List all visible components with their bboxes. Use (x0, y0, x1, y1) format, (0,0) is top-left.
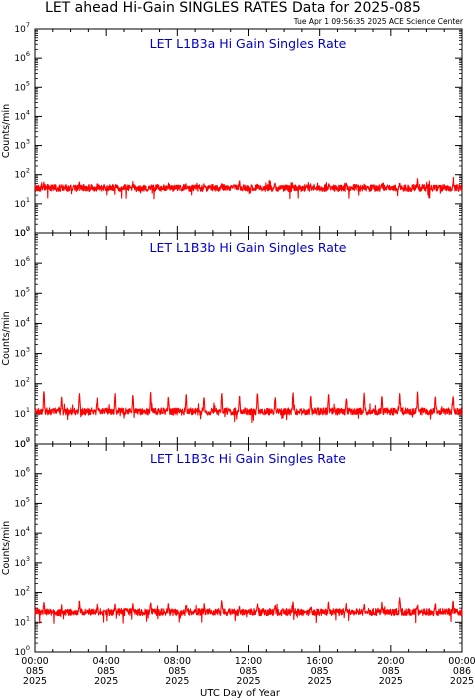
y-tick-exponent: 0 (26, 436, 30, 444)
y-tick-label: 103 (14, 138, 30, 152)
y-tick-label: 106 (14, 466, 30, 480)
y-tick-exponent: 0 (26, 225, 30, 233)
y-tick-label: 101 (14, 196, 30, 210)
y-tick-exponent: 5 (26, 285, 30, 293)
x-tick-label-day: 085 (97, 666, 115, 677)
x-tick-label-day: 085 (382, 666, 400, 677)
x-tick-label-year: 2025 (379, 676, 403, 687)
y-tick-exponent: 4 (26, 108, 30, 116)
y-tick-label: 107 (14, 21, 30, 35)
x-tick-label-year: 2025 (94, 676, 118, 687)
x-axis-title: UTC Day of Year (200, 688, 281, 699)
x-tick-label-year: 2025 (308, 676, 332, 687)
y-tick-label: 107 (14, 436, 30, 450)
x-tick-label-time: 16:00 (306, 656, 333, 667)
x-axis: 00:00085202504:00085202508:00085202512:0… (21, 656, 475, 687)
plot-frame (34, 443, 463, 653)
y-tick-exponent: 6 (26, 466, 30, 474)
x-tick-label-time: 00:00 (21, 656, 48, 667)
y-tick-exponent: 0 (26, 644, 30, 652)
panel-title: LET L1B3b Hi Gain Singles Rate (150, 240, 347, 255)
y-tick-exponent: 3 (26, 138, 30, 146)
y-tick-label: 104 (14, 108, 30, 122)
y-tick-label: 102 (14, 376, 30, 390)
series-line (34, 176, 463, 200)
x-tick-label-day: 085 (239, 666, 257, 677)
x-tick-label-year: 2025 (450, 676, 474, 687)
y-tick-label: 104 (14, 525, 30, 539)
plot-frame (34, 28, 463, 234)
x-tick-label-day: 086 (453, 666, 471, 677)
y-tick-exponent: 7 (26, 436, 30, 444)
y-tick-label: 101 (14, 406, 30, 420)
y-tick-exponent: 5 (26, 495, 30, 503)
y-tick-exponent: 1 (26, 614, 30, 622)
y-tick-exponent: 1 (26, 406, 30, 414)
y-tick-label: 102 (14, 585, 30, 599)
series-line (34, 391, 463, 424)
y-tick-label: 105 (14, 495, 30, 509)
x-tick-label-day: 085 (311, 666, 329, 677)
series-line (34, 597, 463, 624)
panel-title: LET L1B3c Hi Gain Singles Rate (150, 451, 346, 466)
y-tick-exponent: 7 (26, 21, 30, 29)
y-tick-label: 106 (14, 255, 30, 269)
y-tick-exponent: 6 (26, 255, 30, 263)
y-tick-label: 105 (14, 79, 30, 93)
chart-panel-3: 1 0 0 101 102 103 104 105 106 107 Counts/min LET L1… (1, 436, 463, 658)
x-tick-label-day: 085 (26, 666, 44, 677)
panel-title: LET L1B3a Hi Gain Singles Rate (150, 36, 347, 51)
y-tick-exponent: 5 (26, 79, 30, 87)
y-tick-label: 103 (14, 346, 30, 360)
y-tick-label: 106 (14, 50, 30, 64)
y-tick-label: 102 (14, 167, 30, 181)
y-tick-exponent: 4 (26, 525, 30, 533)
y-tick-exponent: 3 (26, 555, 30, 563)
y-tick-exponent: 2 (26, 585, 30, 593)
y-tick-exponent: 4 (26, 315, 30, 323)
x-tick-label-time: 08:00 (164, 656, 191, 667)
x-tick-label-time: 20:00 (377, 656, 404, 667)
y-axis-label: Counts/min (1, 311, 12, 365)
y-tick-exponent: 6 (26, 50, 30, 58)
y-tick-exponent: 3 (26, 346, 30, 354)
y-axis-label: Counts/min (1, 104, 12, 158)
y-axis-label: Counts/min (1, 521, 12, 575)
x-tick-label-year: 2025 (23, 676, 47, 687)
y-tick-exponent: 2 (26, 376, 30, 384)
x-tick-label-time: 00:00 (448, 656, 475, 667)
y-tick-label: 103 (14, 555, 30, 569)
x-tick-label-time: 04:00 (92, 656, 119, 667)
figure-title: LET ahead Hi-Gain SINGLES RATES Data for… (45, 0, 421, 16)
y-tick-label: 105 (14, 285, 30, 299)
timestamp: Tue Apr 1 09:56:35 2025 ACE Science Cent… (293, 17, 464, 26)
chart-panel-2: 1 0 0 101 102 103 104 105 106 107 Counts/min LET L1… (1, 225, 463, 450)
y-tick-exponent: 2 (26, 167, 30, 175)
y-tick-exponent: 1 (26, 196, 30, 204)
x-tick-label-year: 2025 (236, 676, 260, 687)
x-tick-label-time: 12:00 (235, 656, 262, 667)
y-tick-label: 101 (14, 614, 30, 628)
x-tick-label-year: 2025 (165, 676, 189, 687)
y-tick-exponent: 7 (26, 225, 30, 233)
x-tick-label-day: 085 (168, 666, 186, 677)
y-tick-label: 104 (14, 315, 30, 329)
y-tick-label: 107 (14, 225, 30, 239)
